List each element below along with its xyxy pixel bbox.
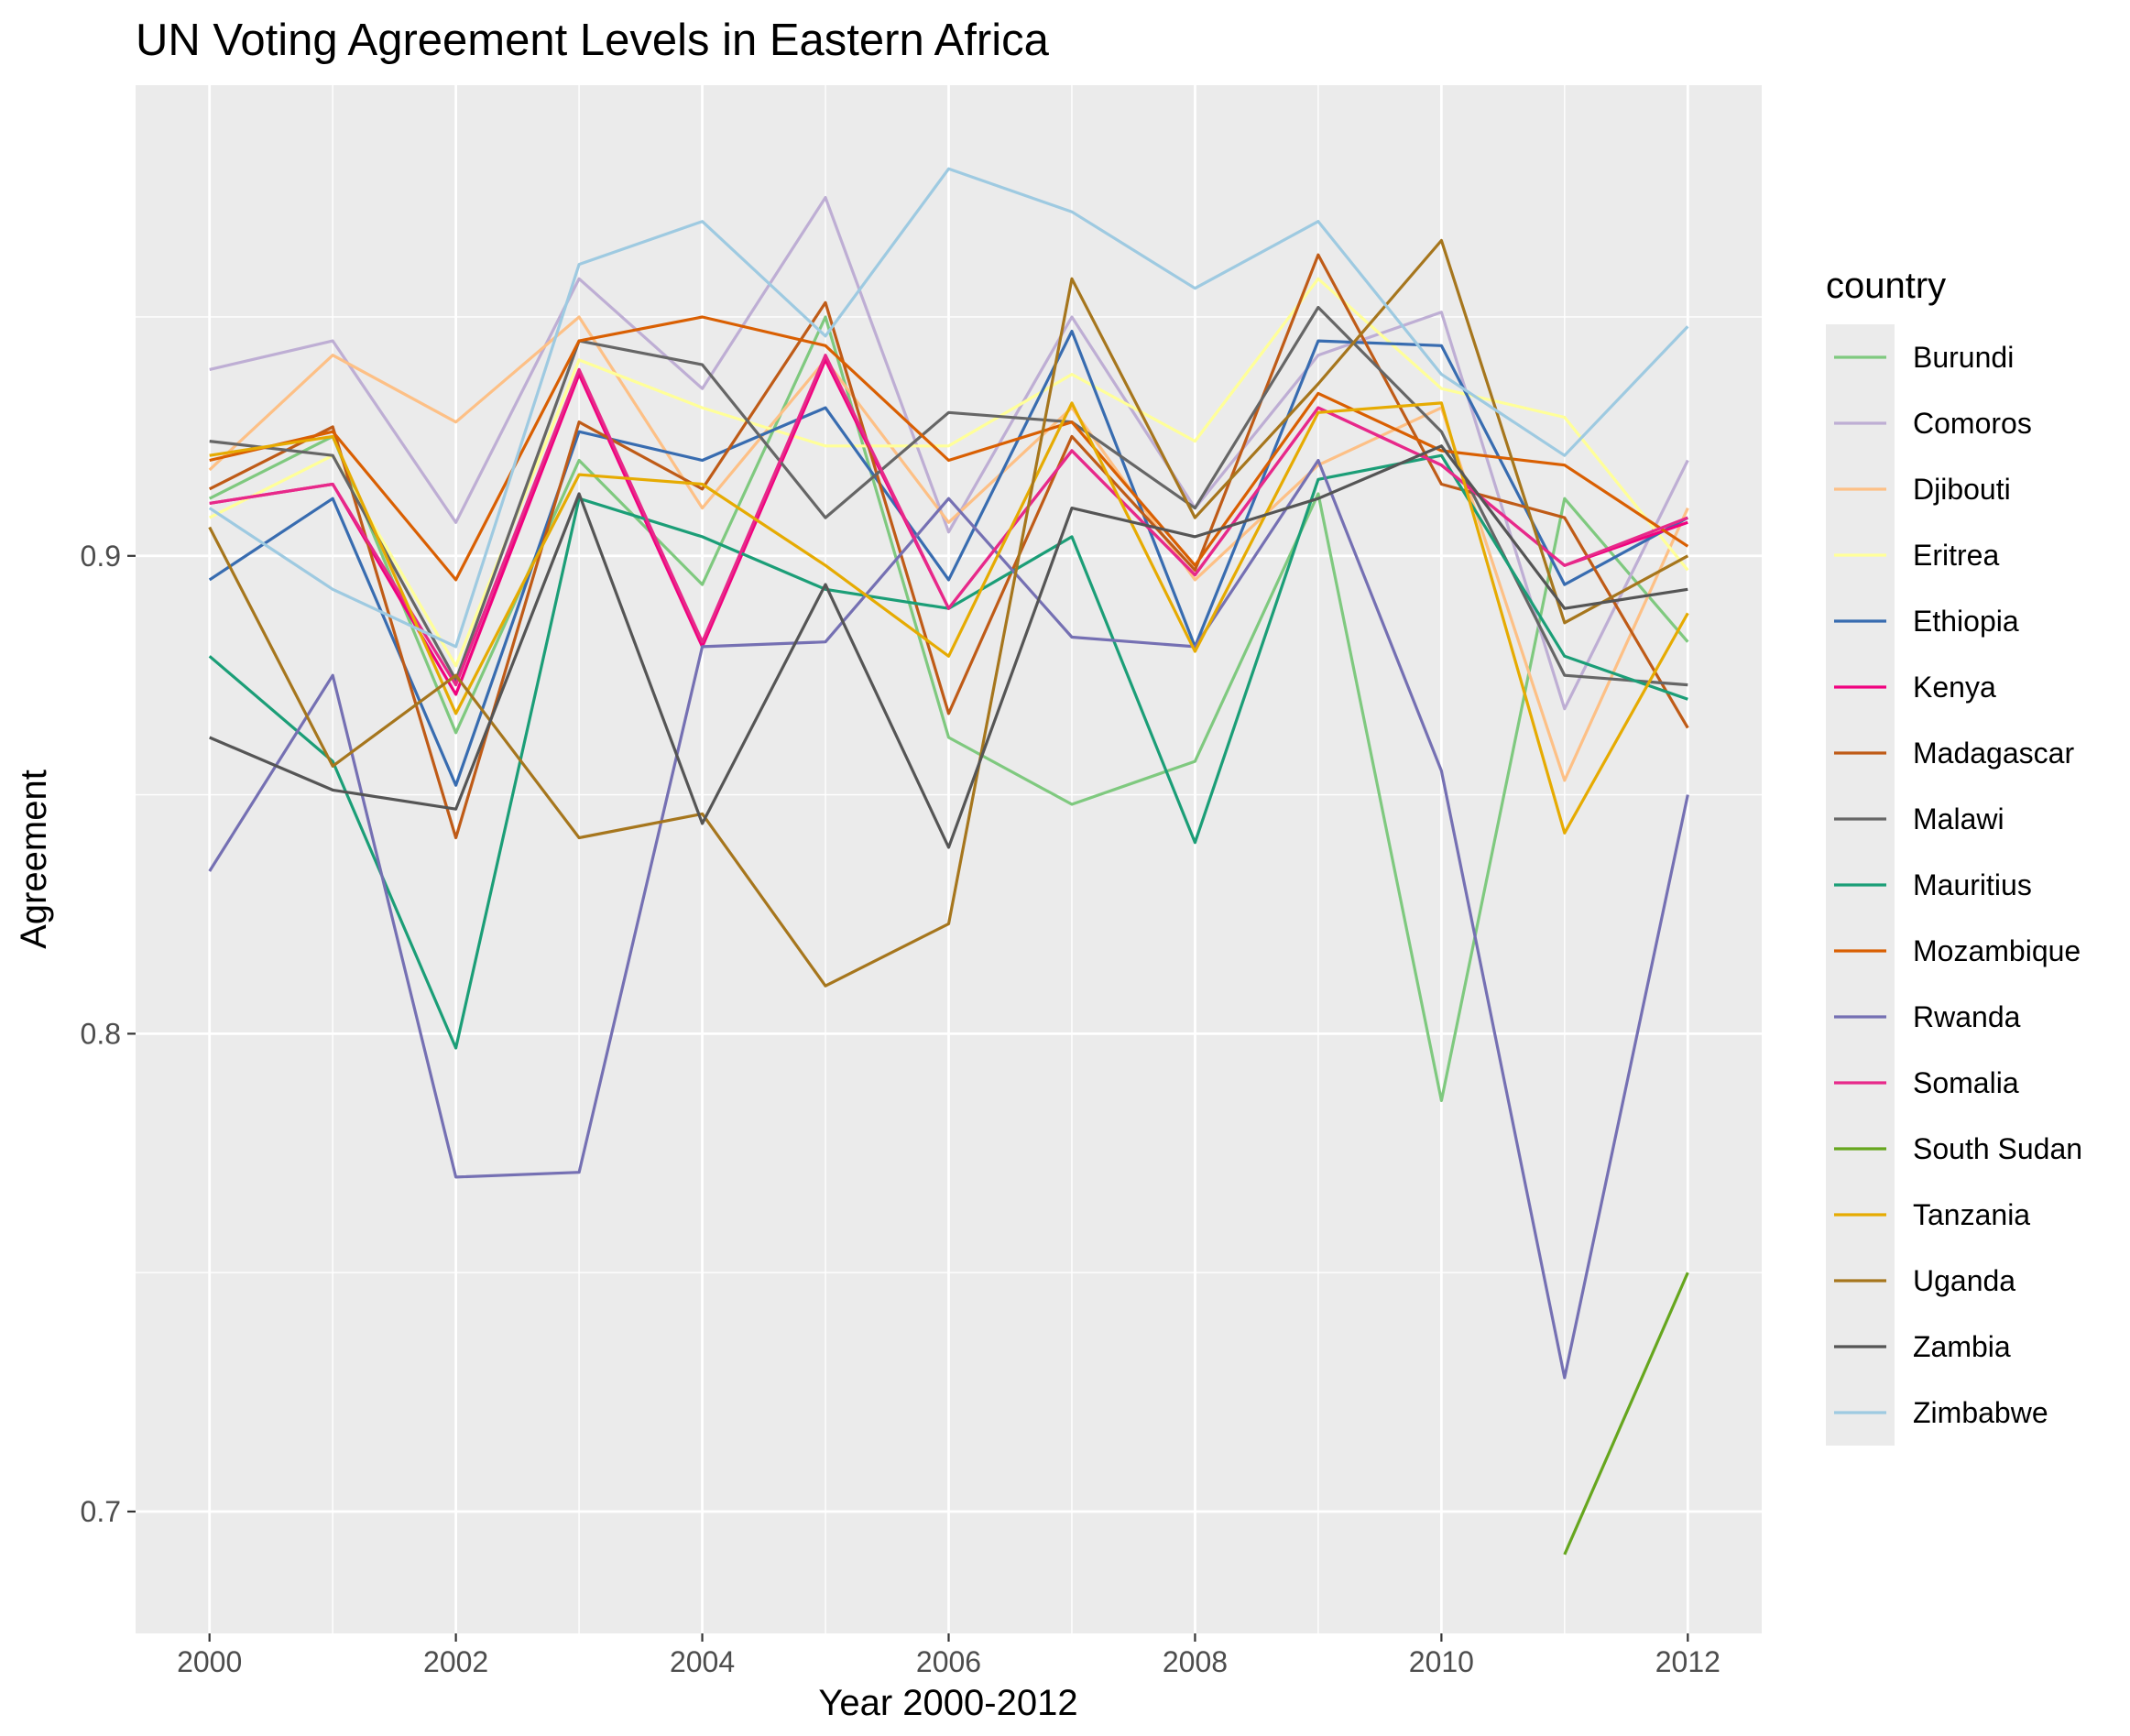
series-line-mozambique [209,315,1689,582]
x-tick-label: 2010 [1409,1645,1474,1678]
legend-label-malawi: Malawi [1913,802,2004,835]
x-tick-label: 2006 [916,1645,981,1678]
x-tick-label: 2008 [1163,1645,1228,1678]
legend-title: country [1826,266,1946,306]
legend-label-kenya: Kenya [1913,671,1996,704]
series-line-eritrea [208,277,1689,668]
legend-label-eritrea: Eritrea [1913,539,1999,572]
y-tick-label: 0.8 [81,1017,121,1050]
legend-label-comoros: Comoros [1913,407,2032,440]
legend-label-mozambique: Mozambique [1913,934,2081,967]
legend-label-somalia: Somalia [1913,1066,2019,1099]
legend-items: Burundi Comoros Djibouti Eritrea Ethiopia Ken… [1826,324,2082,1446]
legend-label-tanzania: Tanzania [1913,1198,2030,1231]
legend-label-south-sudan: South Sudan [1913,1132,2082,1165]
x-tick-label: 2000 [177,1645,242,1678]
series-line-uganda [208,238,1689,988]
series-line-zimbabwe [208,167,1689,649]
legend-label-ethiopia: Ethiopia [1913,605,2019,638]
chart-title: UN Voting Agreement Levels in Eastern Af… [136,16,1050,65]
x-tick-label: 2002 [423,1645,488,1678]
series-line-malawi [209,305,1688,687]
y-axis-title: Agreement [14,770,54,949]
x-axis-title: Year 2000-2012 [818,1683,1077,1723]
series-line-ethiopia [208,330,1689,787]
y-tick-label: 0.9 [81,540,121,573]
major-gridlines [136,85,1762,1633]
legend: country Burundi Comoros Djibouti Eritrea Eth… [1826,266,2082,1446]
series-line-comoros [209,196,1689,711]
series-line-madagascar [208,253,1689,840]
series-line-tanzania [209,401,1689,835]
series-line-zambia [209,444,1688,849]
legend-label-rwanda: Rwanda [1913,1000,2021,1033]
x-tick-label: 2012 [1655,1645,1720,1678]
y-tick-label: 0.7 [81,1495,121,1528]
legend-label-mauritius: Mauritius [1913,868,2032,901]
x-tick-label: 2004 [670,1645,735,1678]
legend-label-zimbabwe: Zimbabwe [1913,1396,2048,1429]
legend-label-burundi: Burundi [1913,341,2014,374]
legend-label-zambia: Zambia [1913,1330,2011,1363]
x-axis: 2000 2002 2004 2006 2008 2010 2012 [177,1633,1720,1678]
series-line-somalia [209,354,1688,687]
series-line-south-sudan [1563,1272,1689,1556]
legend-label-uganda: Uganda [1913,1264,2015,1297]
series-line-rwanda [208,458,1689,1380]
series-line-burundi [208,315,1689,1102]
legend-label-djibouti: Djibouti [1913,473,2011,506]
legend-label-madagascar: Madagascar [1913,737,2074,770]
y-axis: 0.7 0.8 0.9 [81,540,136,1528]
series-lines [208,167,1689,1556]
